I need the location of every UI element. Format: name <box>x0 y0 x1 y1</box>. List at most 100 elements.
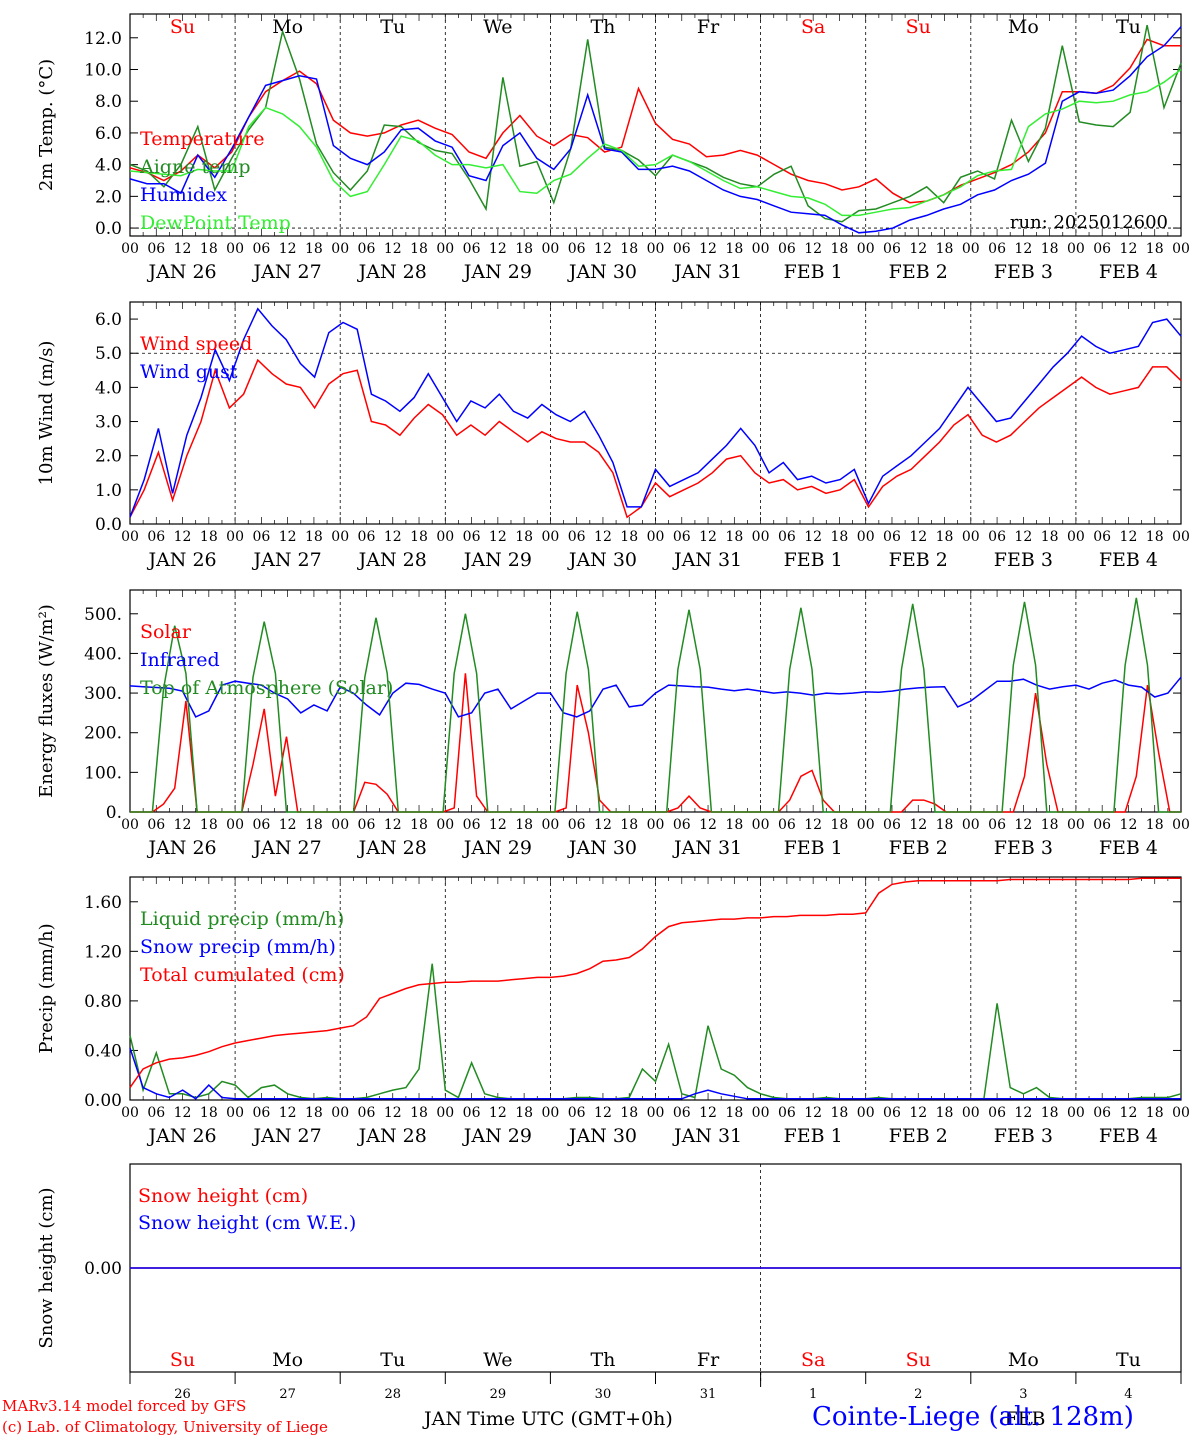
hour-tick-label: 18 <box>410 241 428 257</box>
hour-tick-label: 12 <box>909 529 927 545</box>
hour-tick-label: 12 <box>804 817 822 833</box>
y-tick-label: 500. <box>84 605 122 625</box>
hour-tick-label: 06 <box>358 241 376 257</box>
date-label: JAN 31 <box>672 837 742 859</box>
hour-tick-label: 12 <box>1120 817 1138 833</box>
credit-line-1: MARv3.14 model forced by GFS <box>2 1397 247 1415</box>
y-tick-label: 0.0 <box>95 219 122 239</box>
hour-tick-label: 06 <box>147 529 165 545</box>
hour-tick-label: 06 <box>147 1105 165 1121</box>
hour-tick-label: 00 <box>436 529 454 545</box>
day-name-bottom: Su <box>170 1349 195 1371</box>
date-label: FEB 3 <box>994 1125 1053 1147</box>
legend-entry: Humidex <box>140 184 227 206</box>
hour-tick-label: 00 <box>1172 1105 1190 1121</box>
date-label: FEB 3 <box>994 549 1053 571</box>
hour-tick-label: 06 <box>568 817 586 833</box>
hour-tick-label: 18 <box>1041 1105 1059 1121</box>
hour-tick-label: 18 <box>305 529 323 545</box>
date-label: JAN 26 <box>146 549 216 571</box>
date-label: JAN 29 <box>462 1125 532 1147</box>
day-name-top: Sa <box>801 16 825 38</box>
day-name-top: Su <box>170 16 195 38</box>
legend-entry: Snow precip (mm/h) <box>140 936 336 958</box>
y-tick-label: 4.0 <box>95 378 122 398</box>
panel-1: 0.0 2.0 4.0 6.0 8.0 10.0 12.0 2m Temp. (°C) Temp… <box>36 13 1190 283</box>
date-label: FEB 3 <box>994 837 1053 859</box>
hour-tick-label: 06 <box>778 529 796 545</box>
hour-tick-label: 06 <box>1093 817 1111 833</box>
hour-tick-label: 18 <box>620 241 638 257</box>
date-label: JAN 31 <box>672 549 742 571</box>
x-axis-title: Time UTC (GMT+0h) <box>467 1408 673 1430</box>
hour-tick-label: 12 <box>699 817 717 833</box>
hour-tick-label: 00 <box>121 529 139 545</box>
hour-tick-label: 00 <box>121 1105 139 1121</box>
hour-tick-label: 00 <box>331 529 349 545</box>
hour-tick-label: 06 <box>1093 241 1111 257</box>
hour-tick-label: 06 <box>463 817 481 833</box>
legend-entry: DewPoint Temp <box>140 212 291 234</box>
date-label: JAN 27 <box>252 549 322 571</box>
hour-tick-label: 06 <box>778 1105 796 1121</box>
legend-entry: Total cumulated (cm) <box>140 964 345 986</box>
day-number: 3 <box>1019 1387 1027 1402</box>
hour-tick-label: 06 <box>988 817 1006 833</box>
y-axis-label: 2m Temp. (°C) <box>36 59 57 191</box>
hour-tick-label: 00 <box>857 1105 875 1121</box>
hour-tick-label: 06 <box>463 529 481 545</box>
hour-tick-label: 00 <box>541 529 559 545</box>
hour-tick-label: 00 <box>226 1105 244 1121</box>
hour-tick-label: 06 <box>568 529 586 545</box>
hour-tick-label: 12 <box>279 817 297 833</box>
hour-tick-label: 12 <box>489 529 507 545</box>
day-number: 2 <box>914 1387 922 1402</box>
month-label: JAN <box>422 1408 462 1430</box>
y-tick-label: 0.00 <box>84 1259 122 1279</box>
date-label: JAN 30 <box>567 261 637 283</box>
hour-tick-label: 00 <box>226 817 244 833</box>
hour-tick-label: 06 <box>1093 529 1111 545</box>
series-line-temperature <box>129 38 1181 204</box>
run-annotation: run: 2025012600 <box>1010 212 1168 233</box>
legend-entry: Liquid precip (mm/h) <box>140 908 344 930</box>
hour-tick-label: 00 <box>647 1105 665 1121</box>
hour-tick-label: 12 <box>699 241 717 257</box>
date-label: FEB 2 <box>889 837 948 859</box>
date-label: JAN 28 <box>357 549 427 571</box>
hour-tick-label: 00 <box>647 529 665 545</box>
legend-entry: Infrared <box>140 649 220 671</box>
day-name-top: Th <box>590 16 615 38</box>
hour-tick-label: 12 <box>909 1105 927 1121</box>
date-label: FEB 4 <box>1099 1125 1158 1147</box>
hour-tick-label: 00 <box>436 241 454 257</box>
hour-tick-label: 18 <box>936 817 954 833</box>
hour-tick-label: 18 <box>305 1105 323 1121</box>
date-label: JAN 30 <box>567 1125 637 1147</box>
panel-2: 0.0 1.0 2.0 3.0 4.0 5.0 6.0 10m Wind (m/s) Wind … <box>36 301 1190 571</box>
hour-tick-label: 06 <box>252 1105 270 1121</box>
hour-tick-label: 06 <box>673 1105 691 1121</box>
legend-entry: Solar <box>140 621 192 643</box>
hour-tick-label: 18 <box>410 529 428 545</box>
date-label: JAN 29 <box>462 261 532 283</box>
y-axis-label: 10m Wind (m/s) <box>36 341 57 486</box>
hour-tick-label: 06 <box>147 241 165 257</box>
series-line-total-cumulated-cm <box>129 877 1181 1089</box>
y-tick-label: 1.20 <box>84 942 122 962</box>
hour-tick-label: 12 <box>1014 529 1032 545</box>
y-tick-label: 200. <box>84 724 122 744</box>
date-label: JAN 29 <box>462 549 532 571</box>
hour-tick-label: 12 <box>699 529 717 545</box>
legend-entry: Snow height (cm W.E.) <box>138 1212 356 1234</box>
y-tick-label: 1.60 <box>84 893 122 913</box>
y-tick-label: 0.00 <box>84 1091 122 1111</box>
hour-tick-label: 18 <box>1041 817 1059 833</box>
hour-tick-label: 12 <box>1120 529 1138 545</box>
hour-tick-label: 18 <box>515 529 533 545</box>
date-label: FEB 4 <box>1099 549 1158 571</box>
date-label: JAN 27 <box>252 261 322 283</box>
hour-tick-label: 00 <box>1172 529 1190 545</box>
hour-tick-label: 00 <box>962 241 980 257</box>
hour-tick-label: 00 <box>226 529 244 545</box>
